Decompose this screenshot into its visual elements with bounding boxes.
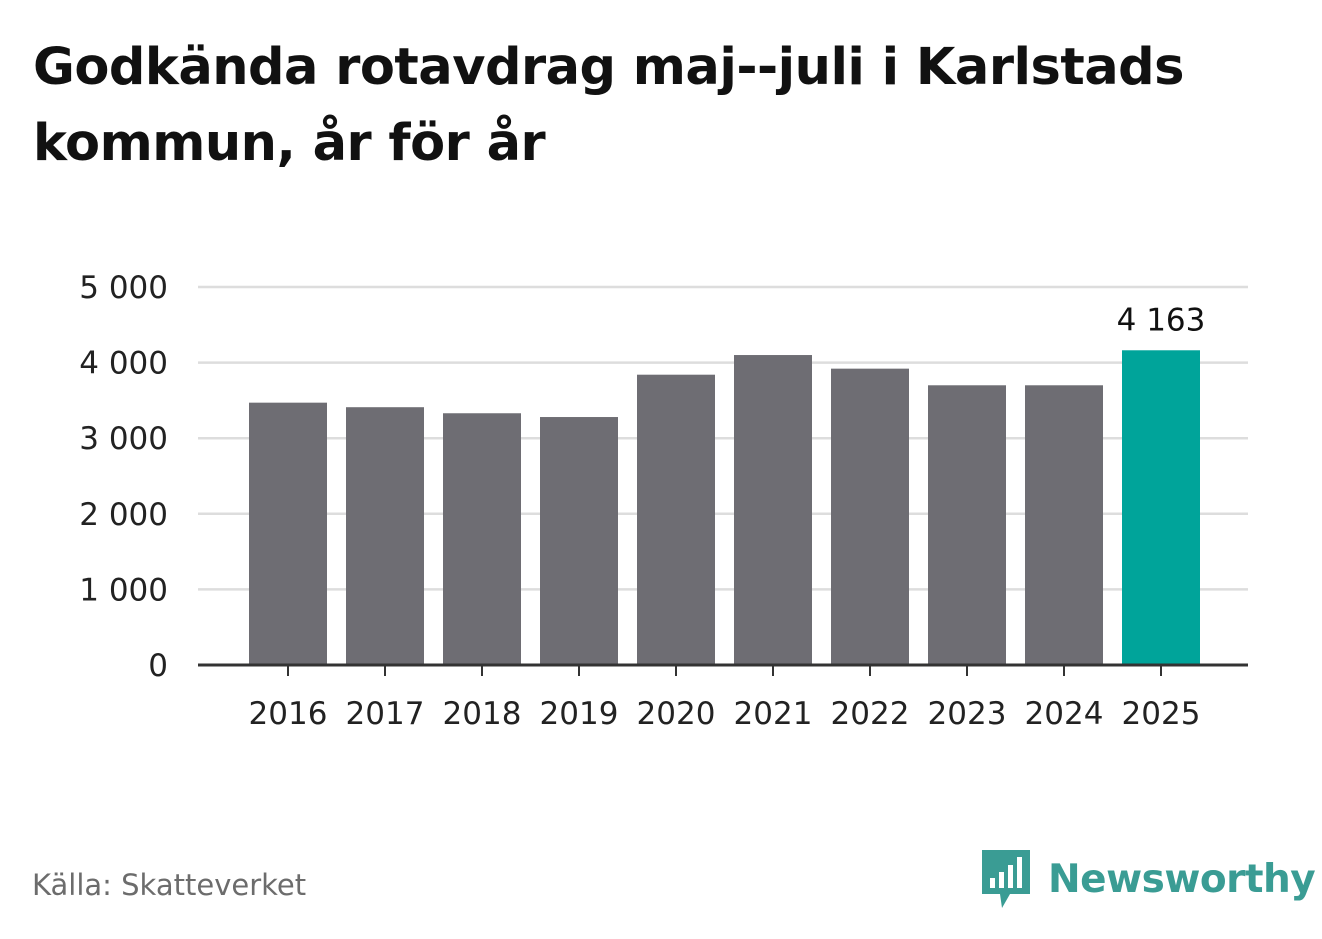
y-tick-label: 3 000 [79, 421, 168, 457]
source-note: Källa: Skatteverket [32, 868, 307, 902]
bar [1122, 350, 1200, 665]
brand-name: Newsworthy [1048, 856, 1316, 902]
y-tick-label: 2 000 [79, 497, 168, 533]
tick-labels: 0 1 000 2 000 3 000 4 000 5 000 2016 2017 2018 20… [79, 270, 1205, 732]
bar [1025, 385, 1103, 665]
x-tick-label: 2025 [1122, 696, 1201, 732]
x-tick-label: 2019 [540, 696, 619, 732]
bar-chart: 0 1 000 2 000 3 000 4 000 5 000 2016 2017 2018 20… [79, 270, 1248, 732]
bars [249, 350, 1200, 665]
bar [734, 355, 812, 665]
bar [249, 402, 327, 665]
x-tick-label: 2017 [346, 696, 425, 732]
brand-logo: Newsworthy [980, 848, 1316, 910]
bar [831, 368, 909, 665]
x-tick-label: 2021 [734, 696, 813, 732]
x-tick-label: 2024 [1025, 696, 1104, 732]
y-tick-label: 1 000 [79, 572, 168, 608]
bar [540, 417, 618, 665]
data-label: 4 163 [1117, 302, 1206, 338]
bar [928, 385, 1006, 665]
x-tick-label: 2020 [637, 696, 716, 732]
x-tick-label: 2018 [443, 696, 522, 732]
y-tick-label: 5 000 [79, 270, 168, 306]
y-tick-label: 0 [148, 648, 168, 684]
bar [443, 413, 521, 665]
x-tick-label: 2016 [249, 696, 328, 732]
bar [346, 407, 424, 665]
x-tick-label: 2023 [928, 696, 1007, 732]
x-tick-label: 2022 [831, 696, 910, 732]
axes [198, 663, 1248, 676]
newsworthy-logo-icon [982, 850, 1030, 908]
bar [637, 374, 715, 665]
y-tick-label: 4 000 [79, 346, 168, 382]
chart-title: Godkända rotavdrag maj--juli i Karlstads… [33, 38, 1184, 173]
